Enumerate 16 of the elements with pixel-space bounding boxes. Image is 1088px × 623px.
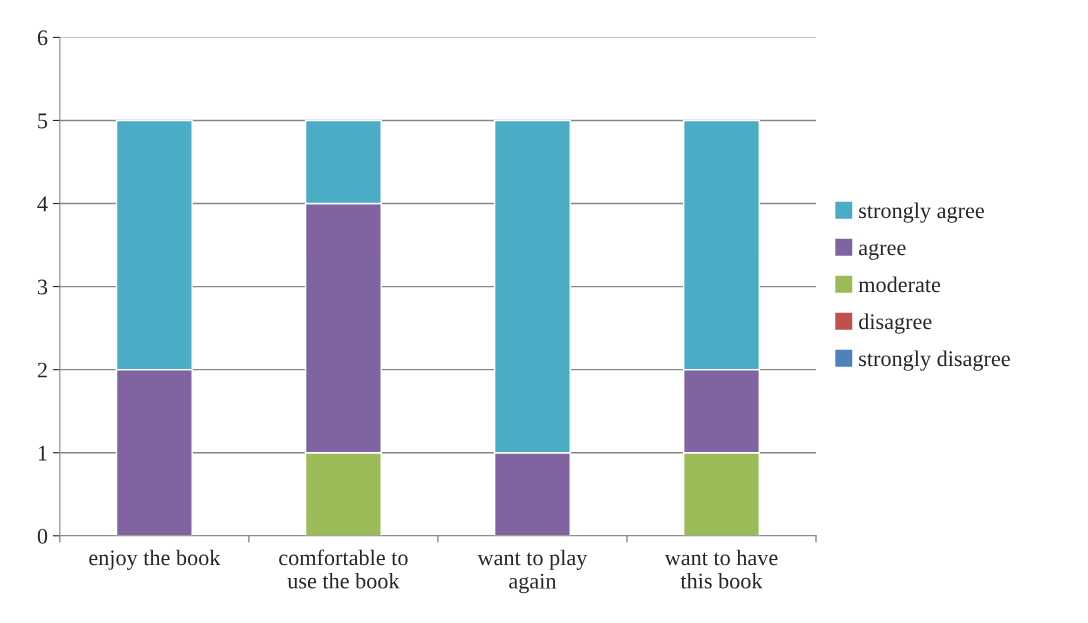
legend-label: strongly agree — [859, 202, 984, 223]
y-tick-label: 2 — [37, 362, 47, 378]
y-tick-label: 5 — [38, 113, 48, 129]
x-tick-label: want to have this book — [664, 549, 778, 589]
x-tick-label: want to play again — [477, 549, 588, 594]
y-tick-label: 0 — [37, 528, 48, 544]
y-tick-label: 4 — [37, 196, 48, 212]
x-tick-label: enjoy the book — [89, 549, 221, 570]
legend-label: strongly disagree — [859, 350, 1010, 371]
y-tick-label: 3 — [37, 279, 48, 295]
legend-label: disagree — [859, 313, 932, 334]
y-tick-label: 1 — [38, 445, 47, 461]
legend-label: moderate — [858, 276, 941, 293]
legend-label: agree — [859, 243, 906, 260]
x-tick-label: comfortable to use the book — [279, 549, 408, 589]
y-tick-label: 6 — [37, 30, 48, 46]
